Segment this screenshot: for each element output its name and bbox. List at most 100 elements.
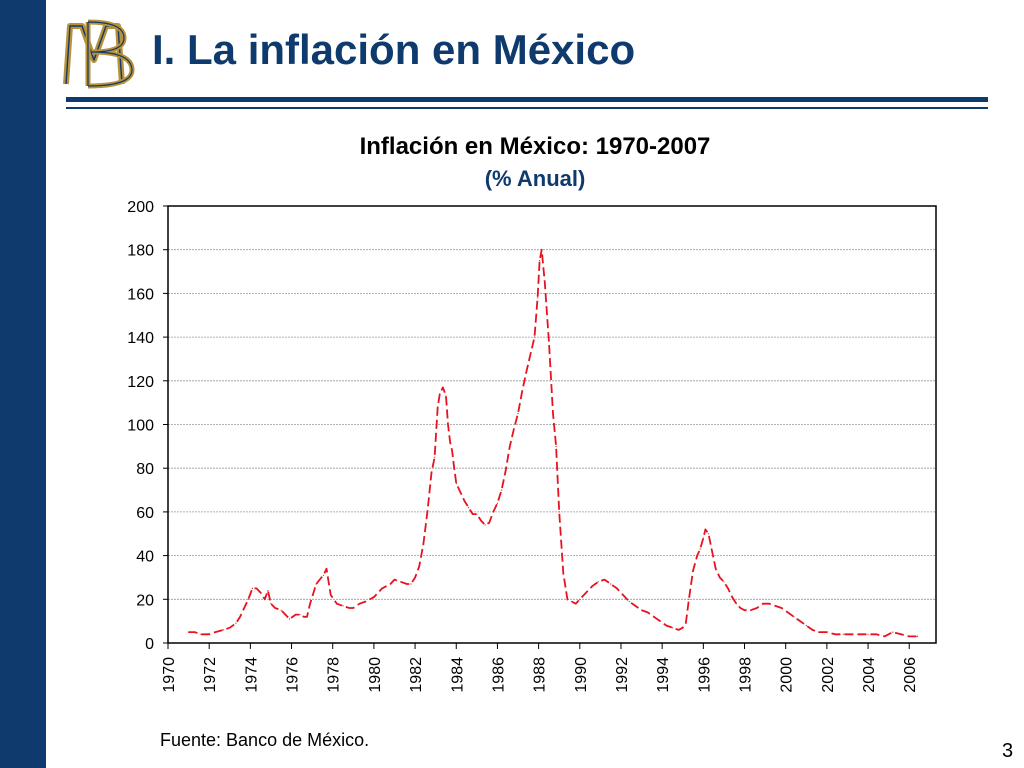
data-point xyxy=(325,568,328,570)
data-point xyxy=(842,633,844,635)
data-point xyxy=(251,587,253,590)
data-point xyxy=(616,587,618,590)
data-point xyxy=(867,633,869,635)
x-tick-label: 1994 xyxy=(655,657,672,693)
data-point xyxy=(373,596,375,598)
data-point xyxy=(449,441,451,443)
x-tick-label: 1992 xyxy=(614,657,631,693)
data-point xyxy=(521,391,523,393)
data-point xyxy=(480,520,482,522)
data-point xyxy=(793,616,795,618)
data-point xyxy=(501,489,503,491)
data-point xyxy=(509,445,511,447)
data-point xyxy=(288,618,291,620)
data-point xyxy=(270,603,272,605)
x-tick-label: 1978 xyxy=(326,657,343,693)
data-point xyxy=(235,622,237,624)
data-point xyxy=(851,633,853,635)
data-point xyxy=(665,624,667,627)
data-point xyxy=(562,572,564,574)
x-tick-label: 1974 xyxy=(243,657,260,693)
data-point xyxy=(393,579,396,581)
data-point xyxy=(414,576,416,579)
data-point xyxy=(723,581,725,583)
data-point xyxy=(280,609,282,611)
data-point xyxy=(707,533,710,535)
data-point xyxy=(715,568,717,570)
data-point xyxy=(255,587,258,590)
data-point xyxy=(336,603,338,605)
x-tick-label: 2004 xyxy=(861,657,878,693)
data-point xyxy=(303,616,305,618)
data-point xyxy=(381,587,383,590)
data-point xyxy=(622,594,624,596)
data-point xyxy=(430,472,433,474)
source-note: Fuente: Banco de México. xyxy=(160,730,370,750)
data-point xyxy=(459,491,461,493)
data-point xyxy=(727,587,729,590)
data-point xyxy=(702,537,704,539)
data-point xyxy=(699,548,701,550)
data-point xyxy=(295,614,297,616)
data-point xyxy=(735,603,737,605)
data-point xyxy=(916,635,919,638)
x-tick-label: 2000 xyxy=(779,657,796,693)
data-point xyxy=(223,629,225,631)
data-point xyxy=(342,605,344,607)
data-point xyxy=(634,605,637,607)
data-point xyxy=(719,576,721,579)
data-point xyxy=(267,590,269,592)
data-point xyxy=(826,631,828,633)
data-point xyxy=(743,609,746,611)
x-tick-label: 1998 xyxy=(738,657,755,693)
data-point xyxy=(688,598,690,600)
data-point xyxy=(859,633,861,635)
data-point xyxy=(541,249,543,251)
data-point xyxy=(818,631,820,633)
data-point xyxy=(437,406,439,408)
slide-title: I. La inflación en México xyxy=(152,26,636,73)
data-point xyxy=(214,631,216,633)
data-point xyxy=(653,616,655,618)
x-tick-label: 1972 xyxy=(202,657,219,693)
y-tick-label: 120 xyxy=(127,374,154,391)
data-point xyxy=(711,548,713,550)
y-tick-label: 180 xyxy=(127,243,154,260)
y-tick-label: 140 xyxy=(127,330,154,347)
chart-title: Inflación en México: 1970-2007 xyxy=(359,133,711,160)
data-point xyxy=(406,583,408,585)
data-point xyxy=(762,603,764,605)
data-point xyxy=(200,633,202,635)
chart-subtitle: (% Anual) xyxy=(484,166,586,191)
data-point xyxy=(571,600,573,603)
data-point xyxy=(756,607,758,609)
series-line xyxy=(188,248,918,638)
x-tick-label: 1970 xyxy=(161,657,178,693)
data-point xyxy=(787,611,789,614)
data-point xyxy=(529,354,532,356)
data-point xyxy=(455,482,457,485)
data-point xyxy=(585,592,587,594)
data-point xyxy=(320,576,322,579)
y-tick-label: 160 xyxy=(127,286,154,303)
data-point xyxy=(875,633,877,635)
data-point xyxy=(575,603,577,605)
data-point xyxy=(548,340,550,343)
data-point xyxy=(472,513,474,515)
data-point xyxy=(908,635,910,638)
data-point xyxy=(641,609,643,611)
data-point xyxy=(194,631,196,633)
data-point xyxy=(579,598,581,600)
x-tick-label: 1976 xyxy=(285,657,302,693)
data-point xyxy=(883,635,886,638)
data-point xyxy=(781,607,783,609)
data-point xyxy=(805,624,807,627)
data-point xyxy=(892,631,894,633)
y-tick-label: 0 xyxy=(145,636,154,653)
data-point xyxy=(264,598,266,600)
data-point xyxy=(309,603,311,605)
data-point xyxy=(322,574,325,576)
data-point xyxy=(453,467,455,469)
data-point xyxy=(229,627,231,629)
